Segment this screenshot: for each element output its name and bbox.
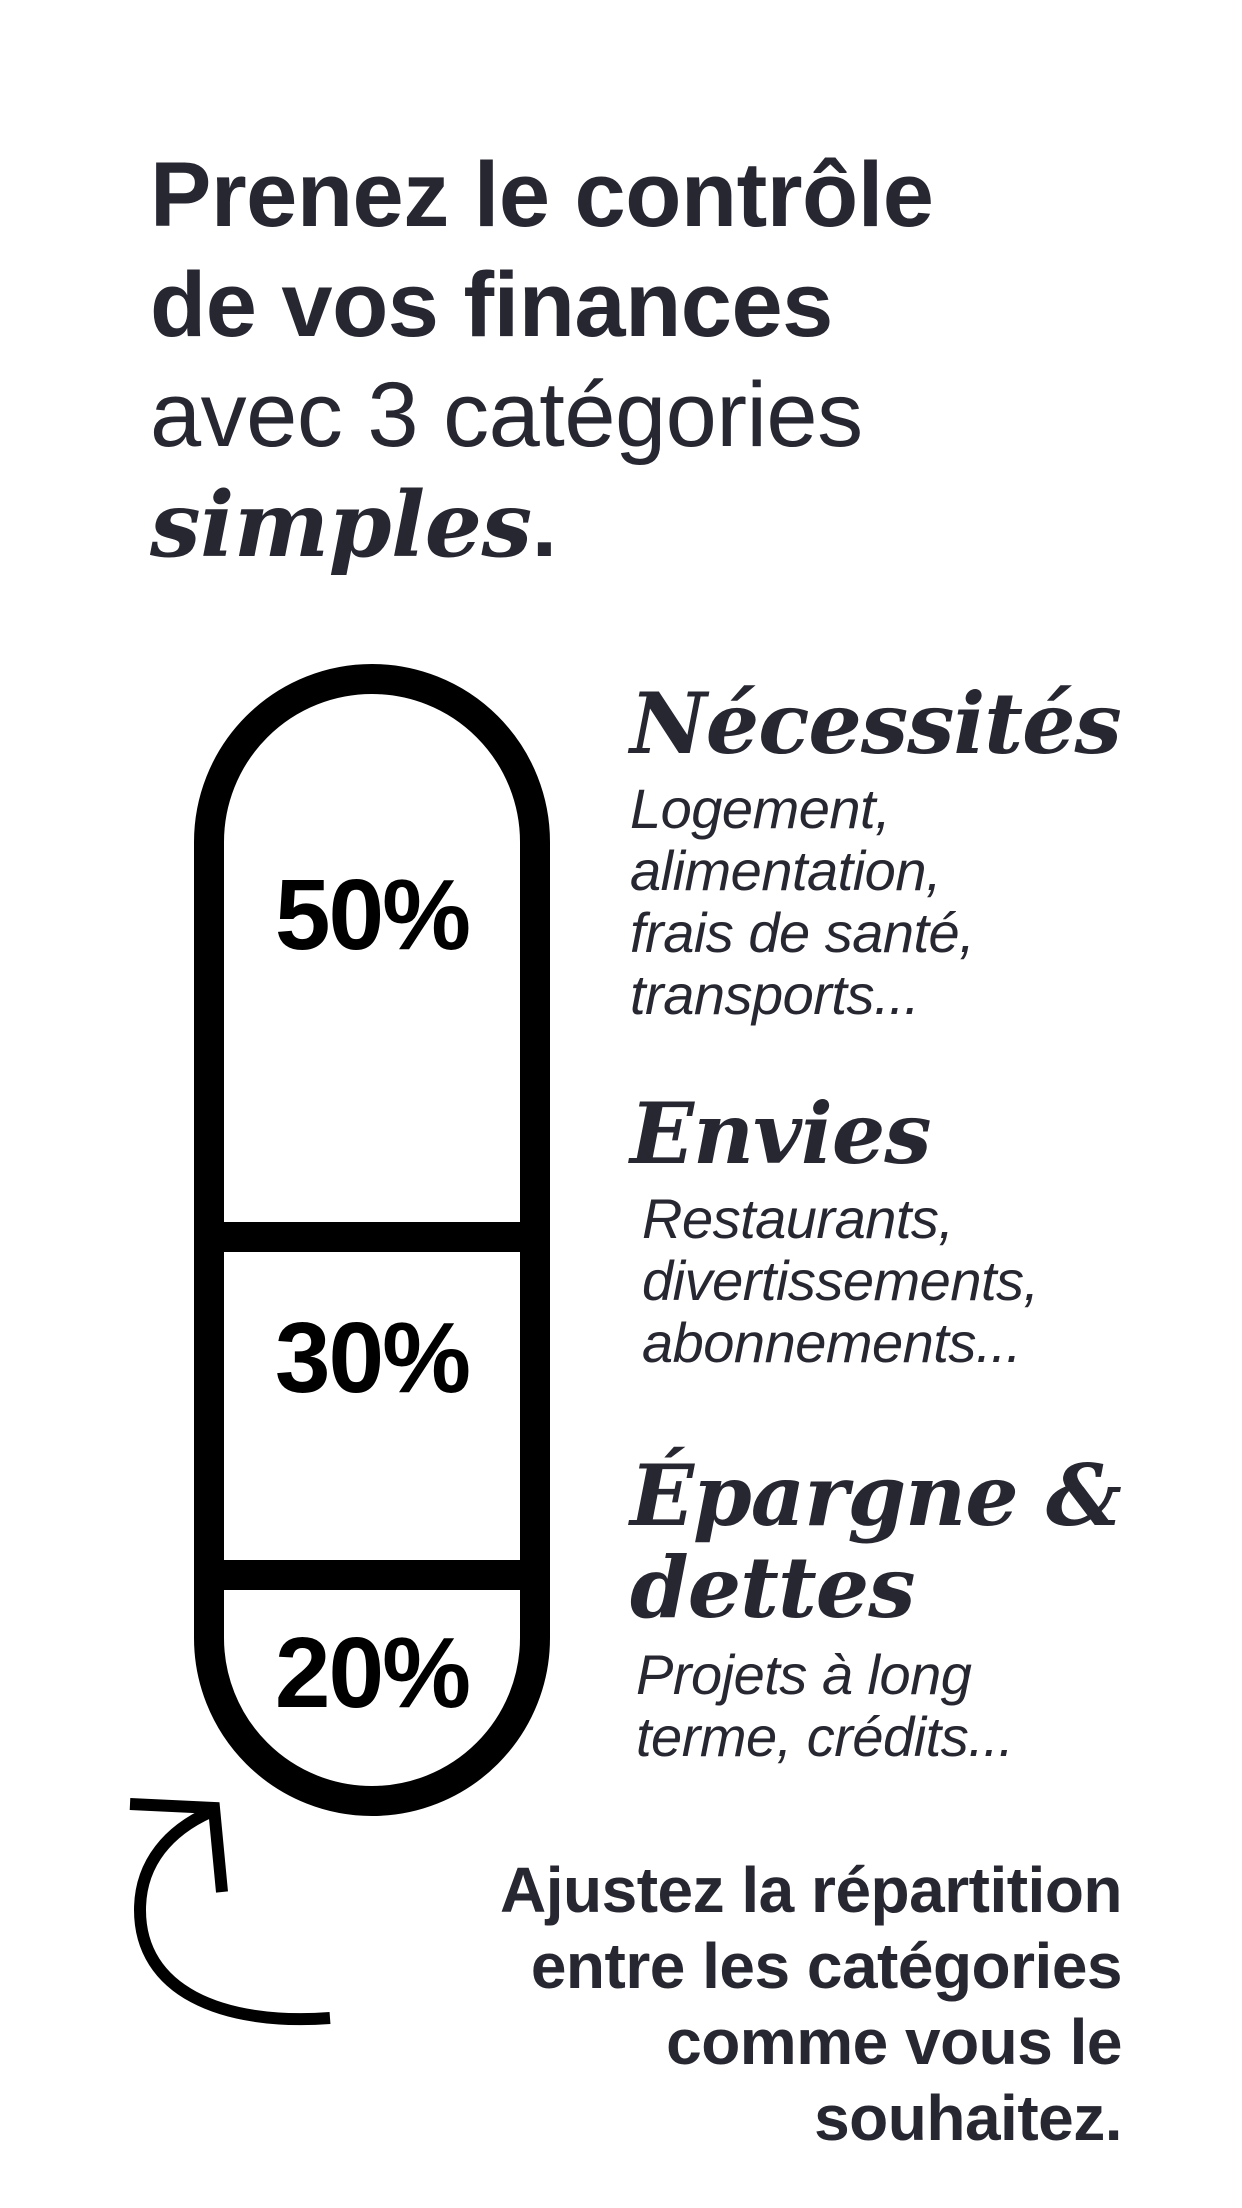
headline-line-4: simples. [150,470,1150,580]
adjust-note: Ajustez la répartition entre les catégor… [500,1854,1123,2154]
headline-period: . [531,474,558,576]
wants-percent: 30% [274,1302,471,1414]
headline: Prenez le contrôle de vos finances avec … [150,140,1150,580]
category-description: Projets à long terme, crédits... [636,1643,1014,1768]
curved-arrow-up-icon [129,1798,331,2025]
headline-line-1: Prenez le contrôle [150,144,934,246]
headline-emphasis: simples [150,472,532,578]
category-title: Épargne & dettes [630,1446,1122,1637]
headline-line-2: de vos finances [150,254,833,356]
category-savings-debts: Épargne & dettes Projets à long terme, c… [630,1450,1190,1768]
category-description: Restaurants, divertissements, abonnement… [642,1187,1039,1374]
category-description: Logement, alimentation, frais de santé, … [630,777,975,1026]
pill-divider-top[interactable] [194,1222,550,1252]
necessities-percent: 50% [274,859,471,971]
pill-divider-bottom[interactable] [194,1560,550,1590]
category-title: Nécessités [630,674,1122,773]
category-title: Envies [630,1084,932,1183]
savings-percent: 20% [274,1617,471,1729]
category-necessities: Nécessités Logement, alimentation, frais… [630,680,1190,1026]
headline-line-3: avec 3 catégories [150,364,863,466]
category-wants: Envies Restaurants, divertissements, abo… [630,1090,1190,1374]
